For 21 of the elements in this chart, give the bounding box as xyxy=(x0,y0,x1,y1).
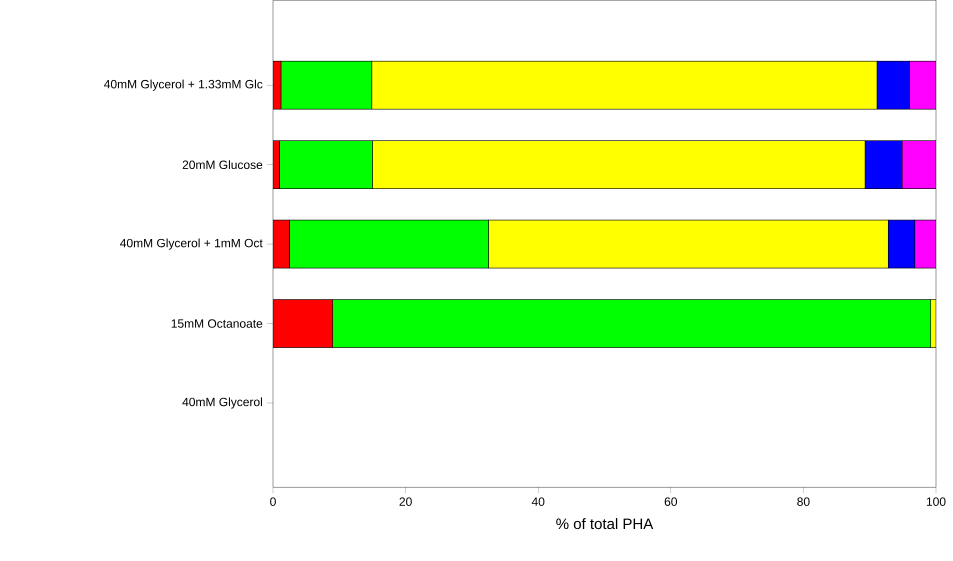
bar xyxy=(914,220,936,268)
x-tick-label: 80 xyxy=(797,497,810,506)
bar xyxy=(272,220,290,268)
x-tick-label: 60 xyxy=(664,497,678,506)
y-tick-label: 40mM Glycerol + 1.33mM Glc xyxy=(104,80,262,91)
bar xyxy=(371,60,878,110)
bar xyxy=(909,60,936,110)
x-tick-label: 100 xyxy=(926,497,946,506)
x-tick-label: 20 xyxy=(400,497,412,506)
bar xyxy=(372,140,866,189)
y-tick-label: 20mM Glucose xyxy=(182,160,262,169)
bar xyxy=(272,299,333,348)
bar xyxy=(488,220,889,268)
x-axis-title: % of total PHA xyxy=(556,518,654,530)
bar xyxy=(272,140,280,189)
x-tick-label: 40 xyxy=(532,497,544,506)
x-tick-label: 0 xyxy=(270,497,276,506)
bar xyxy=(902,140,936,189)
y-tick-label: 40mM Glycerol + 1mM Oct xyxy=(120,238,263,250)
y-tick-label: 15mM Octanoate xyxy=(172,319,262,328)
y-tick-label: 40mM Glycerol xyxy=(182,397,262,408)
